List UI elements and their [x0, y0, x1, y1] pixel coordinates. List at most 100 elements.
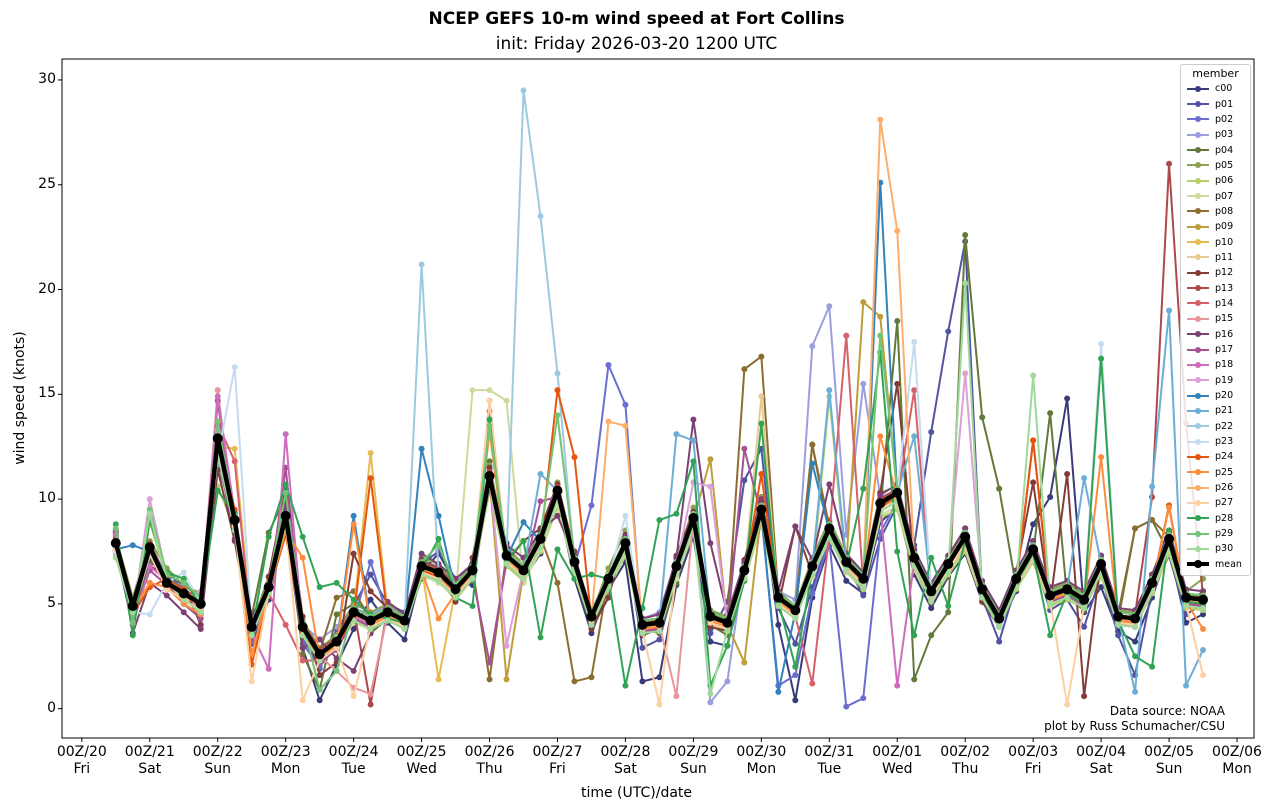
data-point: [418, 550, 425, 557]
data-point: [690, 504, 697, 511]
data-point: [707, 540, 714, 547]
data-point: [707, 623, 714, 630]
data-point: [1149, 663, 1156, 670]
legend-item-p24: p24: [1181, 449, 1250, 464]
data-point: [401, 626, 408, 633]
data-point: [180, 600, 187, 607]
legend-label: p29: [1215, 528, 1234, 540]
data-point: [928, 632, 935, 639]
data-point: [382, 607, 393, 618]
data-point: [622, 422, 629, 429]
data-point: [841, 556, 852, 567]
legend-item-p08: p08: [1181, 204, 1250, 219]
legend-item-p17: p17: [1181, 342, 1250, 357]
data-point: [316, 686, 323, 693]
data-point: [1200, 588, 1207, 595]
data-point: [1200, 626, 1207, 633]
data-point: [1098, 341, 1105, 348]
data-point: [316, 584, 323, 591]
legend-item-mean: mean: [1181, 557, 1250, 572]
data-point: [639, 644, 646, 651]
data-point: [195, 598, 206, 609]
data-point: [520, 87, 527, 94]
data-point: [297, 621, 308, 632]
data-point: [1028, 544, 1039, 555]
legend-label: p01: [1215, 98, 1234, 110]
data-point: [588, 571, 595, 578]
data-point: [161, 577, 172, 588]
data-point: [1198, 594, 1209, 605]
data-point: [418, 445, 425, 452]
x-tick-label: 00Z/03 Fri: [993, 744, 1073, 778]
data-point: [792, 523, 799, 530]
legend-item-p27: p27: [1181, 495, 1250, 510]
data-point: [452, 598, 459, 605]
data-point: [996, 638, 1003, 645]
data-point: [486, 458, 493, 465]
data-point: [756, 504, 767, 515]
legend-item-p02: p02: [1181, 112, 1250, 127]
legend-swatch: [1187, 423, 1209, 430]
legend-label: p30: [1215, 543, 1234, 555]
data-point: [316, 636, 323, 643]
legend-swatch: [1187, 377, 1209, 384]
data-point: [299, 644, 306, 651]
data-point: [450, 584, 461, 595]
x-tick-weekday: Mon: [270, 761, 301, 777]
data-point: [928, 605, 935, 612]
data-point: [875, 498, 886, 509]
data-point: [807, 561, 818, 572]
data-point: [248, 678, 255, 685]
data-point: [1098, 454, 1105, 461]
data-point: [994, 613, 1005, 624]
data-point: [1164, 533, 1175, 544]
data-point: [146, 510, 153, 517]
data-point: [280, 510, 291, 521]
data-point: [316, 697, 323, 704]
legend-item-p18: p18: [1181, 357, 1250, 372]
data-point: [1183, 619, 1190, 626]
legend-item-p15: p15: [1181, 311, 1250, 326]
legend-swatch: [1187, 147, 1209, 154]
legend-swatch: [1187, 453, 1209, 460]
data-point: [724, 678, 731, 685]
legend-item-p10: p10: [1181, 234, 1250, 249]
data-point: [620, 538, 631, 549]
data-point: [843, 567, 850, 574]
x-tick-label: 00Z/06 Mon: [1197, 744, 1273, 778]
data-point: [673, 693, 680, 700]
data-point: [469, 387, 476, 394]
data-point: [1011, 573, 1022, 584]
data-point: [214, 418, 221, 425]
x-tick-weekday: Sun: [204, 761, 232, 777]
y-tick-label: 10: [38, 490, 56, 507]
data-point: [945, 609, 952, 616]
data-point: [860, 299, 867, 306]
data-point: [1047, 410, 1054, 417]
data-point: [843, 703, 850, 710]
data-point: [110, 538, 121, 549]
data-point: [299, 697, 306, 704]
legend-item-p30: p30: [1181, 541, 1250, 556]
x-tick-label: 00Z/04 Sat: [1061, 744, 1141, 778]
data-point: [945, 569, 952, 576]
x-tick-date: 00Z/23: [260, 744, 311, 760]
chart-subtitle: init: Friday 2026-03-20 1200 UTC: [495, 34, 778, 54]
legend-title: member: [1192, 67, 1239, 80]
data-point: [588, 674, 595, 681]
legend-label: p14: [1215, 297, 1234, 309]
data-point: [1200, 605, 1207, 612]
data-point: [231, 364, 238, 371]
y-tick-label: 5: [47, 594, 56, 611]
data-point: [1081, 623, 1088, 630]
data-point: [877, 332, 884, 339]
legend-label: p28: [1215, 512, 1234, 524]
data-point: [1115, 632, 1122, 639]
data-point: [178, 588, 189, 599]
data-point: [707, 483, 714, 490]
data-point: [367, 701, 374, 708]
legend-swatch: [1187, 484, 1209, 491]
data-point: [962, 280, 969, 287]
data-point: [911, 676, 918, 683]
